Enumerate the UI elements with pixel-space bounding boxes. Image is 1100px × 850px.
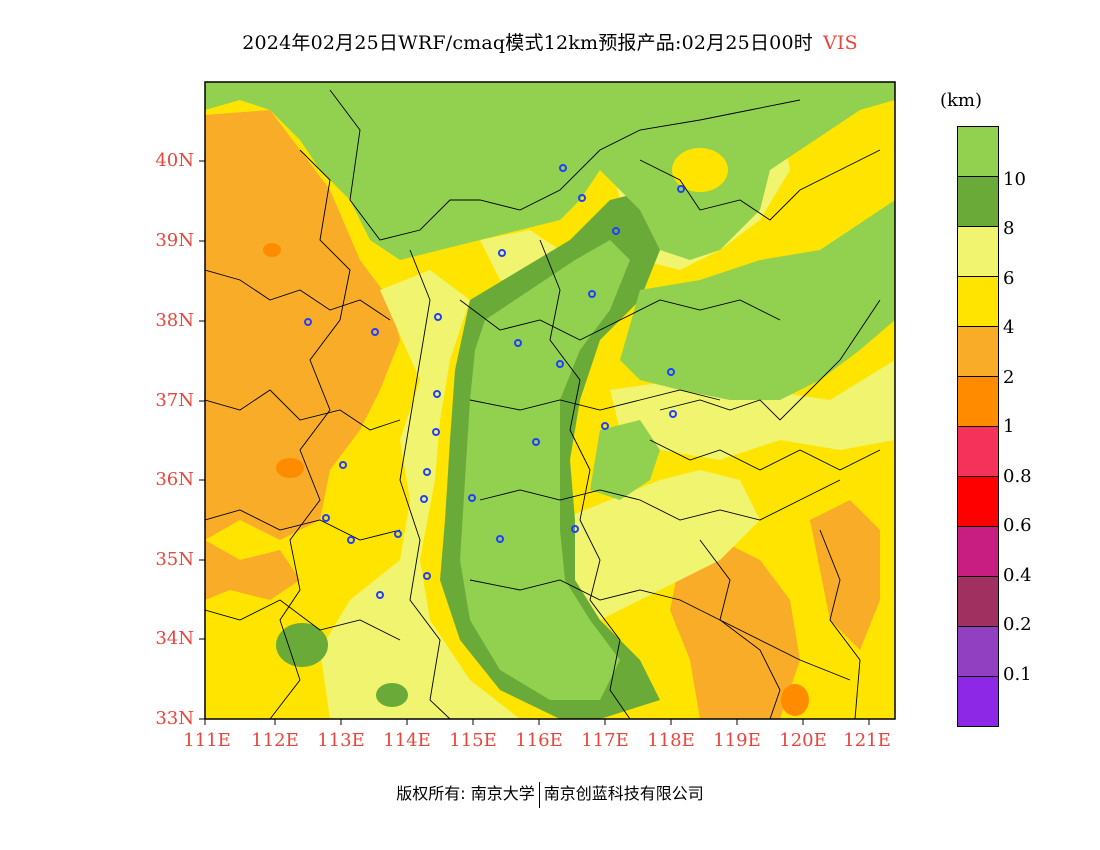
legend-label: 4 — [1003, 317, 1015, 338]
axis-ticks — [199, 160, 870, 725]
color-bar-cell — [958, 677, 998, 726]
lat-label: 36N — [155, 469, 194, 490]
color-bar-cell — [958, 277, 998, 327]
lon-label: 118E — [647, 730, 695, 751]
copyright-part2: 南京创蓝科技有限公司 — [543, 784, 704, 803]
vis-zone-2-4-east — [810, 500, 880, 650]
lat-label: 37N — [155, 390, 194, 411]
vis-zone-6-8-central — [320, 270, 520, 719]
vis-zone-10-north — [205, 82, 895, 260]
vis-zone-10-bohai — [620, 200, 895, 400]
vis-zone-2-4-west — [205, 110, 400, 540]
copyright-part1: 版权所有: 南京大学 — [396, 784, 535, 803]
legend-label: 2 — [1003, 367, 1015, 388]
color-bar-cell — [958, 477, 998, 527]
legend-label: 0.4 — [1003, 565, 1032, 586]
color-bar-cell — [958, 627, 998, 677]
vis-zone-10-plain — [460, 240, 630, 700]
copyright-separator — [538, 781, 540, 808]
vis-zone-1-2-b — [263, 243, 281, 257]
vis-zone-2-4-southwest — [205, 540, 300, 600]
city-markers — [304, 164, 685, 599]
legend-label: 8 — [1003, 218, 1015, 239]
legend-label: 0.2 — [1003, 614, 1032, 635]
legend-label: 0.6 — [1003, 515, 1032, 536]
lon-label: 112E — [251, 730, 299, 751]
lat-label: 40N — [155, 150, 194, 171]
province-boundaries — [205, 89, 881, 719]
lat-label: 38N — [155, 310, 194, 331]
visibility-field — [205, 82, 895, 719]
map-title: 2024年02月25日WRF/cmaq模式12km预报产品:02月25日00时 V… — [0, 28, 1100, 55]
vis-zone-8-10-sw2 — [376, 683, 408, 707]
lon-label: 119E — [713, 730, 761, 751]
vis-zone-8-10-sw — [276, 623, 328, 667]
color-bar-cell — [958, 177, 998, 227]
color-bar-cell — [958, 527, 998, 577]
legend-label: 0.1 — [1003, 664, 1032, 685]
lon-label: 115E — [449, 730, 497, 751]
vis-zone-2-4-southeast — [670, 540, 800, 719]
lon-label: 113E — [317, 730, 365, 751]
copyright: 版权所有: 南京大学 南京创蓝科技有限公司 — [0, 780, 1100, 808]
lon-label: 114E — [383, 730, 431, 751]
lon-label: 120E — [779, 730, 827, 751]
color-bar — [957, 126, 999, 727]
lon-label: 121E — [843, 730, 891, 751]
color-bar-cell — [958, 327, 998, 377]
lon-label: 117E — [581, 730, 629, 751]
color-bar-cell — [958, 227, 998, 277]
color-bar-cell — [958, 577, 998, 627]
vis-zone-1-2-a — [276, 458, 304, 478]
legend-label: 1 — [1003, 416, 1015, 437]
lat-label: 35N — [155, 549, 194, 570]
title-text: 2024年02月25日WRF/cmaq模式12km预报产品:02月25日00时 — [242, 32, 813, 54]
legend-label: 0.8 — [1003, 466, 1032, 487]
vis-zone-10-east — [590, 420, 660, 500]
vis-zone-1-2-c — [781, 684, 809, 716]
lat-label: 33N — [155, 708, 194, 729]
lat-label: 39N — [155, 230, 194, 251]
legend-label: 6 — [1003, 268, 1015, 289]
color-bar-cell — [958, 127, 998, 177]
legend-label: 10 — [1003, 169, 1026, 190]
lat-label: 34N — [155, 628, 194, 649]
legend-unit: (km) — [940, 90, 983, 111]
lon-label: 116E — [515, 730, 563, 751]
color-bar-cell — [958, 377, 998, 427]
vis-zone-6-8-east — [560, 470, 760, 620]
variable-label: VIS — [822, 32, 858, 54]
vis-zone-4-6-north — [672, 148, 728, 192]
lon-label: 111E — [183, 730, 231, 751]
color-bar-cell — [958, 427, 998, 477]
